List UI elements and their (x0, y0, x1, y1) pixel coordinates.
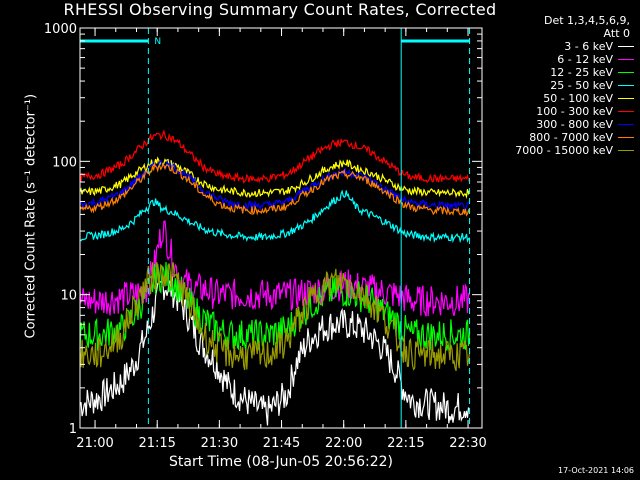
legend-entry: 6 - 12 keV (484, 53, 636, 66)
x-axis-label: Start Time (08-Jun-05 20:56:22) (169, 454, 393, 470)
legend-entries: 3 - 6 keV 6 - 12 keV 12 - 25 keV 25 - 50 ke… (484, 40, 636, 157)
x-tick-label: 21:00 (76, 436, 113, 451)
legend-label: 6 - 12 keV (557, 53, 613, 66)
legend-swatch (618, 137, 634, 138)
legend-entry: 300 - 800 keV (484, 118, 636, 131)
legend-entry: 3 - 6 keV (484, 40, 636, 53)
series-line-3 (79, 189, 471, 244)
legend-swatch (618, 124, 634, 125)
series-line-4 (79, 156, 471, 199)
legend-label: 25 - 50 keV (550, 79, 613, 92)
y-tick-label: 1000 (44, 22, 77, 37)
x-tick-label: 22:30 (449, 436, 486, 451)
legend-label: 800 - 7000 keV (529, 131, 613, 144)
legend-entry: 800 - 7000 keV (484, 131, 636, 144)
legend: Det 1,3,4,5,6,9, Att 0 3 - 6 keV 6 - 12 k… (484, 14, 636, 157)
series-line-8 (79, 262, 471, 372)
plot-frame (79, 27, 483, 429)
series-line-5 (79, 129, 471, 184)
axes: 21:00 21:15 21:30 21:45 22:00 22:15 22:30 1 10 10… (44, 22, 487, 451)
legend-swatch (618, 150, 634, 151)
legend-swatch (618, 72, 634, 73)
x-tick-label: 22:15 (387, 436, 424, 451)
series-layer (79, 129, 471, 426)
series-line-0 (79, 275, 471, 426)
legend-swatch (618, 98, 634, 99)
legend-entry: 12 - 25 keV (484, 66, 636, 79)
legend-label: 7000 - 15000 keV (515, 144, 613, 157)
legend-label: 12 - 25 keV (550, 66, 613, 79)
x-tick-label: 21:30 (201, 436, 238, 451)
legend-label: 3 - 6 keV (564, 40, 613, 53)
chart-title: RHESSI Observing Summary Count Rates, Co… (63, 0, 497, 19)
legend-label: 50 - 100 keV (543, 92, 613, 105)
y-axis-label: Corrected Count Rate (s⁻¹ detector⁻¹) (23, 93, 39, 339)
x-tick-label: 22:00 (325, 436, 362, 451)
legend-detectors: Det 1,3,4,5,6,9, (543, 14, 630, 27)
legend-swatch (618, 46, 634, 47)
legend-swatch (618, 111, 634, 112)
y-tick-label: 1 (69, 422, 77, 437)
x-tick-label: 21:45 (263, 436, 300, 451)
legend-label: 300 - 800 keV (536, 118, 613, 131)
y-tick-label: 100 (52, 155, 77, 170)
legend-label: 100 - 300 keV (536, 105, 613, 118)
legend-swatch (618, 59, 634, 60)
attenuator-marker-label: N (154, 37, 161, 47)
legend-entry: 100 - 300 keV (484, 105, 636, 118)
legend-swatch (618, 85, 634, 86)
y-tick-label: 10 (60, 289, 77, 304)
series-line-7 (79, 162, 471, 217)
legend-entry: 25 - 50 keV (484, 79, 636, 92)
legend-attenuator: Att 0 (603, 27, 630, 40)
x-tick-label: 21:15 (138, 436, 175, 451)
generated-timestamp: 17-Oct-2021 14:06 (558, 466, 634, 475)
legend-entry: 50 - 100 keV (484, 92, 636, 105)
legend-entry: 7000 - 15000 keV (484, 144, 636, 157)
